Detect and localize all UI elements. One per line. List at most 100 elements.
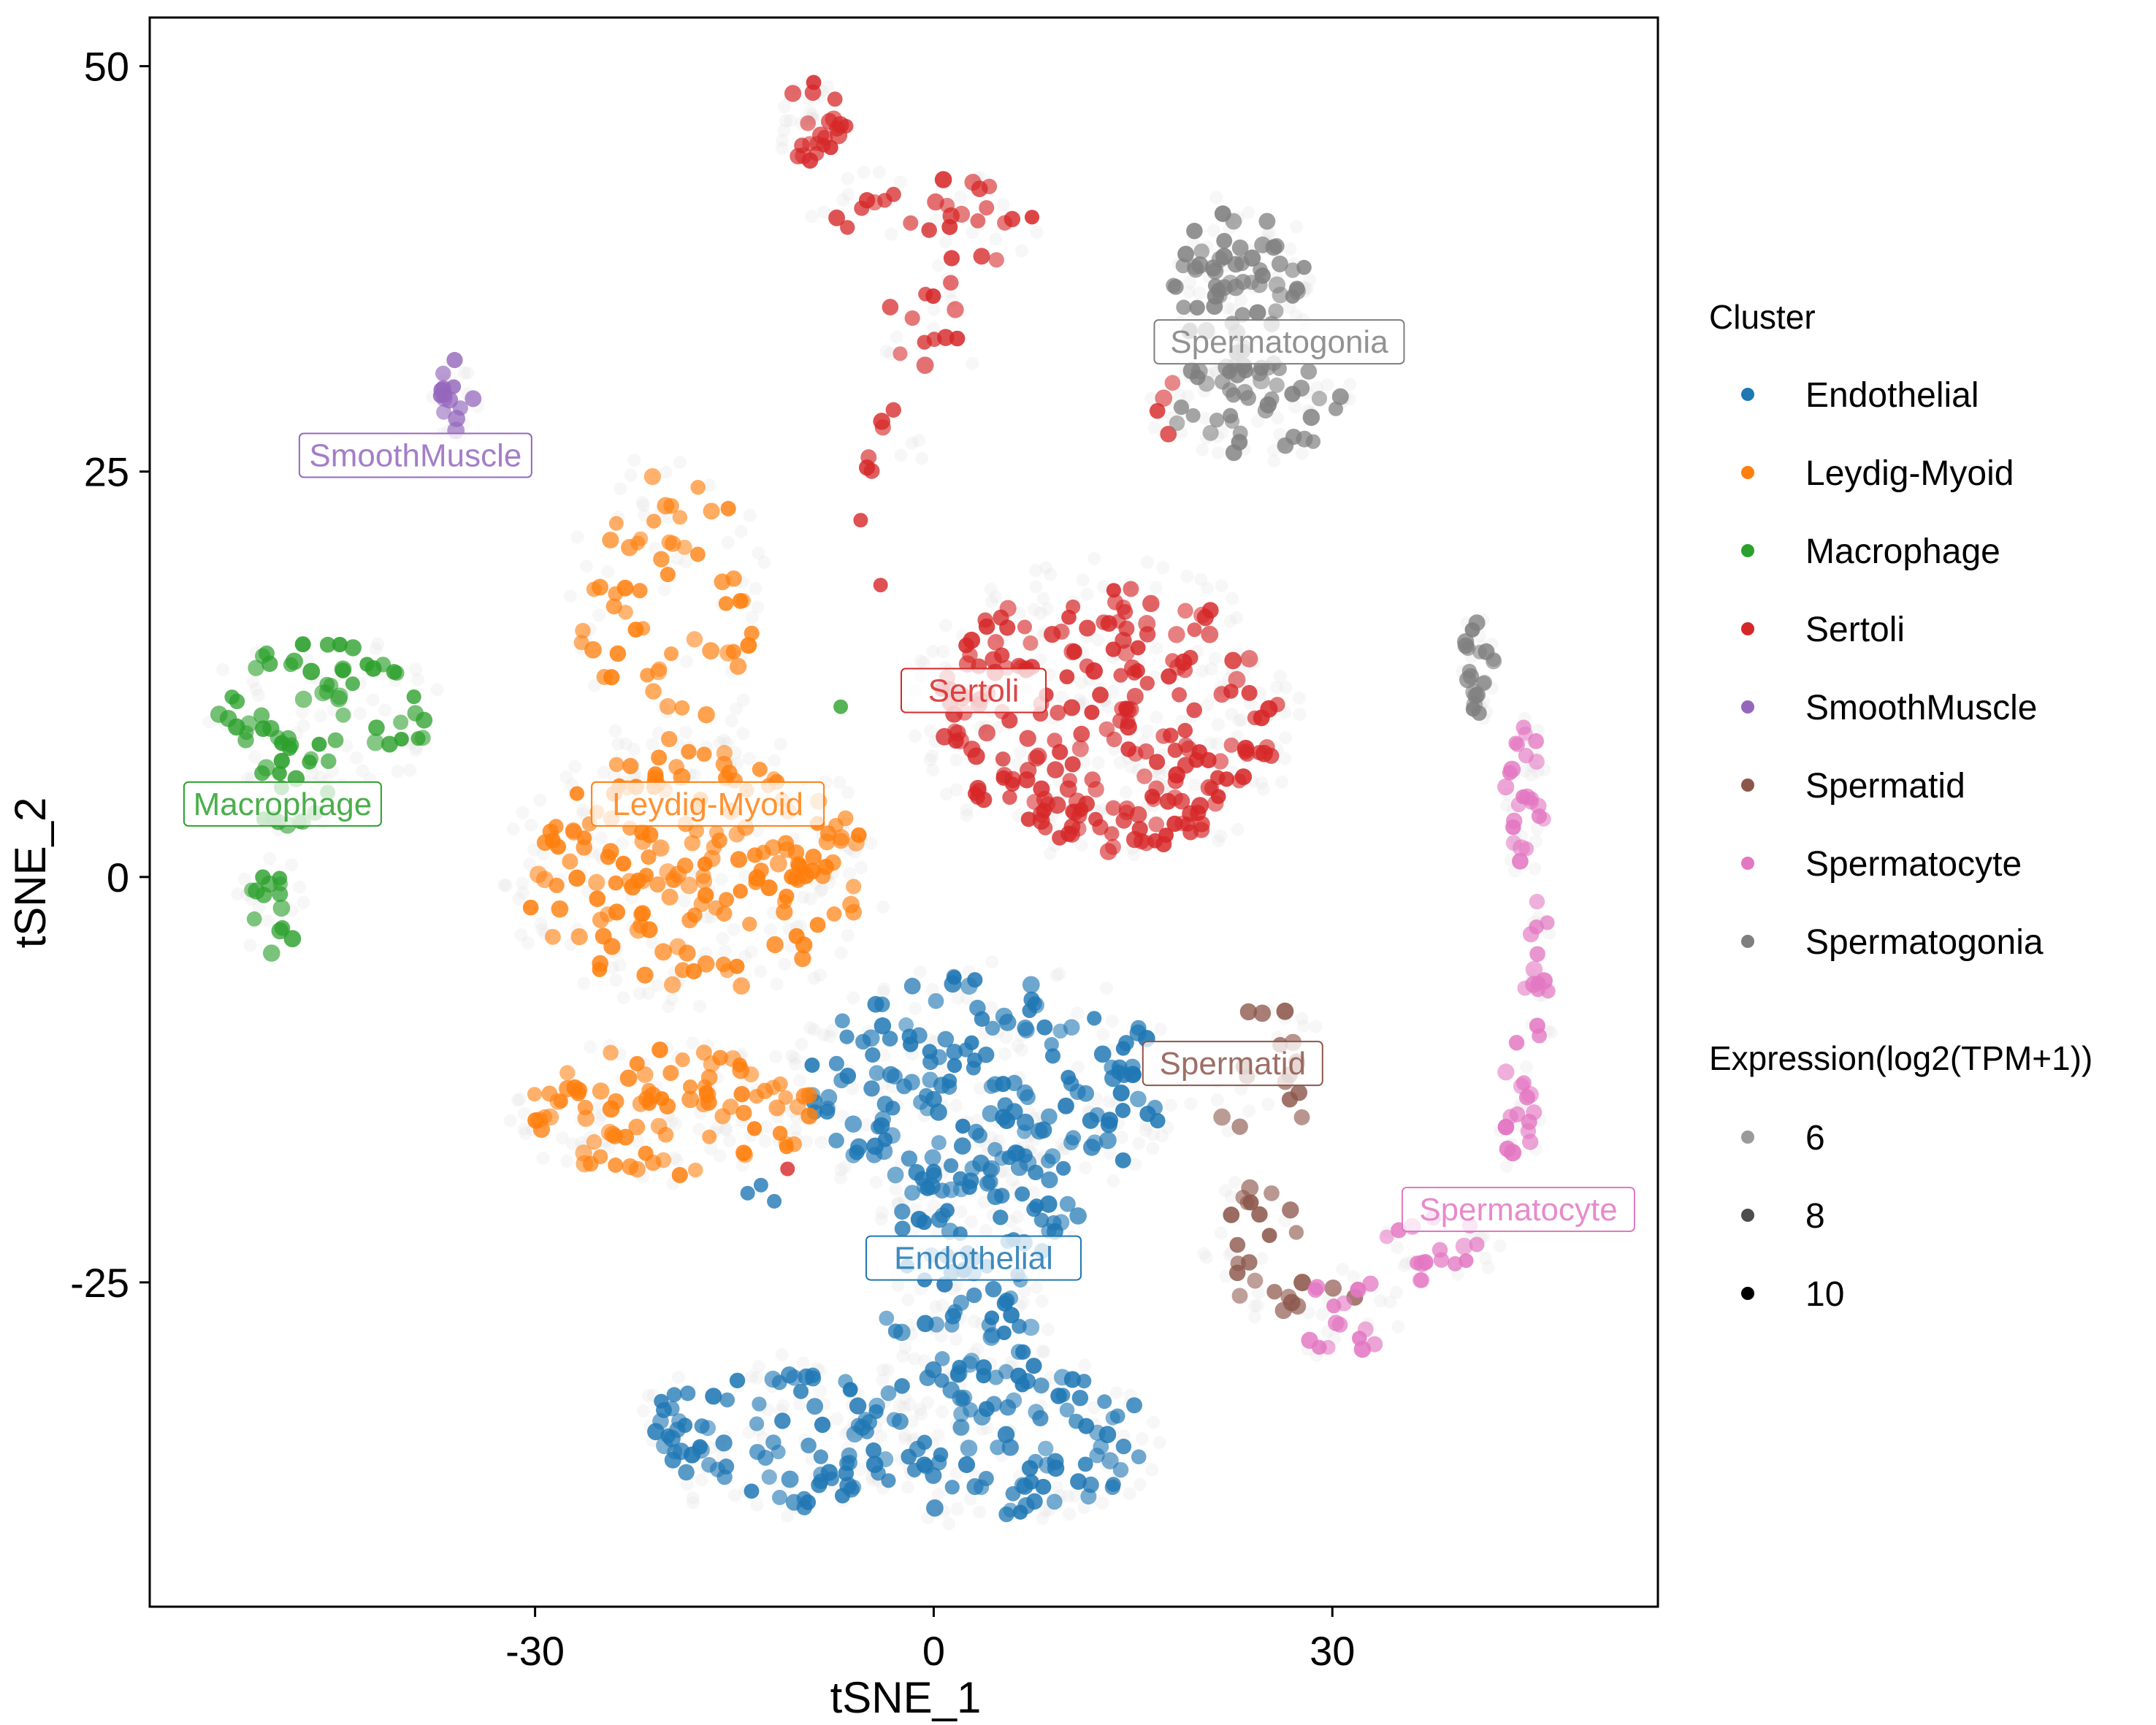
background-cell-point [1266, 443, 1280, 457]
background-cell-point [252, 900, 266, 914]
background-cell-point [1215, 426, 1229, 440]
data-point-leydig-myoid [700, 1094, 717, 1111]
background-cell-point [1251, 1286, 1265, 1300]
data-point-leydig-myoid [570, 928, 588, 946]
data-point-endothelial [771, 1445, 786, 1460]
data-point-spermatogonia [1478, 643, 1495, 660]
data-point-endothelial [1105, 1410, 1120, 1426]
data-point-endothelial [814, 1416, 831, 1434]
background-cell-point [1271, 411, 1285, 425]
data-point-spermatid [1276, 1002, 1294, 1020]
data-point-spermatocyte [1522, 1133, 1539, 1150]
background-cell-point [892, 1399, 906, 1413]
y-axis-title: tSNE_2 [6, 798, 55, 949]
legend-size-dot [1741, 1131, 1754, 1144]
background-cell-point [749, 582, 762, 595]
data-point-endothelial [1038, 1440, 1054, 1457]
background-cell-point [854, 861, 868, 875]
data-point-leydig-myoid [662, 1065, 679, 1082]
background-cell-point [939, 787, 953, 801]
background-cell-point [792, 1074, 806, 1087]
data-point-macrophage [272, 899, 291, 917]
data-point-leydig-myoid [722, 1098, 739, 1115]
background-cell-point [1144, 391, 1158, 405]
data-point-macrophage [253, 707, 270, 724]
background-cell-point [992, 720, 1006, 734]
data-point-smoothmuscle [452, 400, 468, 416]
data-point-leydig-myoid [686, 631, 703, 648]
background-cell-point [973, 1505, 987, 1519]
data-point-sertoli [828, 209, 846, 226]
data-point-endothelial [1010, 1367, 1028, 1385]
background-cell-point [1039, 561, 1053, 575]
background-cell-point [757, 555, 771, 569]
background-cell-point [813, 1384, 827, 1398]
data-point-sertoli [1017, 619, 1033, 635]
background-cell-point [686, 1491, 700, 1504]
background-cell-point [636, 1404, 650, 1418]
data-point-spermatogonia [1216, 232, 1233, 249]
background-cell-point [1391, 1320, 1405, 1334]
background-cell-point [722, 1134, 736, 1148]
background-cell-point [939, 619, 952, 632]
data-point-endothelial [898, 1017, 914, 1033]
data-point-spermatocyte [1309, 1279, 1326, 1296]
data-point-leydig-myoid [719, 892, 735, 908]
background-cell-point [1389, 1285, 1403, 1299]
data-point-sertoli [917, 334, 932, 350]
data-point-leydig-myoid [586, 1133, 603, 1150]
data-point-sertoli [808, 146, 825, 161]
data-point-spermatocyte [1497, 1118, 1515, 1136]
data-point-endothelial [876, 1095, 894, 1113]
data-point-endothelial [1041, 1108, 1058, 1125]
data-point-macrophage [367, 733, 384, 751]
data-point-endothelial [894, 1203, 911, 1220]
background-cell-point [796, 1356, 810, 1370]
data-point-endothelial [1035, 1478, 1052, 1495]
data-point-leydig-myoid [697, 705, 715, 724]
data-point-sertoli [1161, 668, 1177, 685]
background-cell-point [964, 1215, 978, 1229]
background-cell-point [1288, 400, 1302, 414]
background-cell-point [597, 765, 611, 779]
data-point-leydig-myoid [622, 757, 639, 775]
data-point-endothelial [1010, 1344, 1027, 1361]
data-point-endothelial [930, 1104, 947, 1121]
data-point-macrophage [255, 720, 272, 738]
legend-key-dot [1741, 857, 1754, 870]
background-cell-point [592, 608, 605, 622]
data-point-leydig-myoid [743, 1066, 760, 1083]
background-cell-point [592, 1112, 605, 1126]
background-cell-point [577, 976, 591, 990]
data-point-sertoli [853, 513, 868, 528]
background-cell-point [613, 958, 627, 972]
data-point-endothelial [934, 1182, 950, 1199]
legend-item-label: Spermatocyte [1805, 845, 2022, 884]
data-point-macrophage [239, 725, 254, 741]
data-point-endothelial [874, 996, 890, 1013]
background-cell-point [1211, 446, 1225, 460]
background-cell-point [966, 226, 979, 240]
data-point-endothelial [882, 1030, 898, 1047]
data-point-macrophage [389, 665, 405, 681]
legend-size-label: 10 [1805, 1275, 1844, 1314]
background-cell-point [736, 727, 750, 741]
cluster-label-box [901, 668, 1047, 714]
data-point-endothelial [901, 1150, 918, 1167]
data-point-leydig-myoid [632, 583, 648, 599]
data-point-leydig-myoid [615, 855, 632, 872]
data-point-endothelial [805, 1367, 821, 1383]
data-point-sertoli [1063, 643, 1082, 661]
background-cell-point [817, 1028, 830, 1041]
data-point-endothelial [1041, 1153, 1056, 1169]
data-point-leydig-myoid [659, 1098, 676, 1115]
background-cell-point [1225, 1190, 1238, 1204]
data-point-spermatocyte [1413, 1272, 1429, 1288]
data-point-sertoli [1032, 812, 1050, 830]
background-cell-point [1079, 1161, 1093, 1174]
data-point-macrophage [248, 659, 264, 676]
data-point-leydig-myoid [828, 817, 844, 833]
data-point-leydig-myoid [730, 657, 747, 676]
background-cell-point [409, 743, 423, 757]
data-point-endothelial [916, 1456, 933, 1473]
